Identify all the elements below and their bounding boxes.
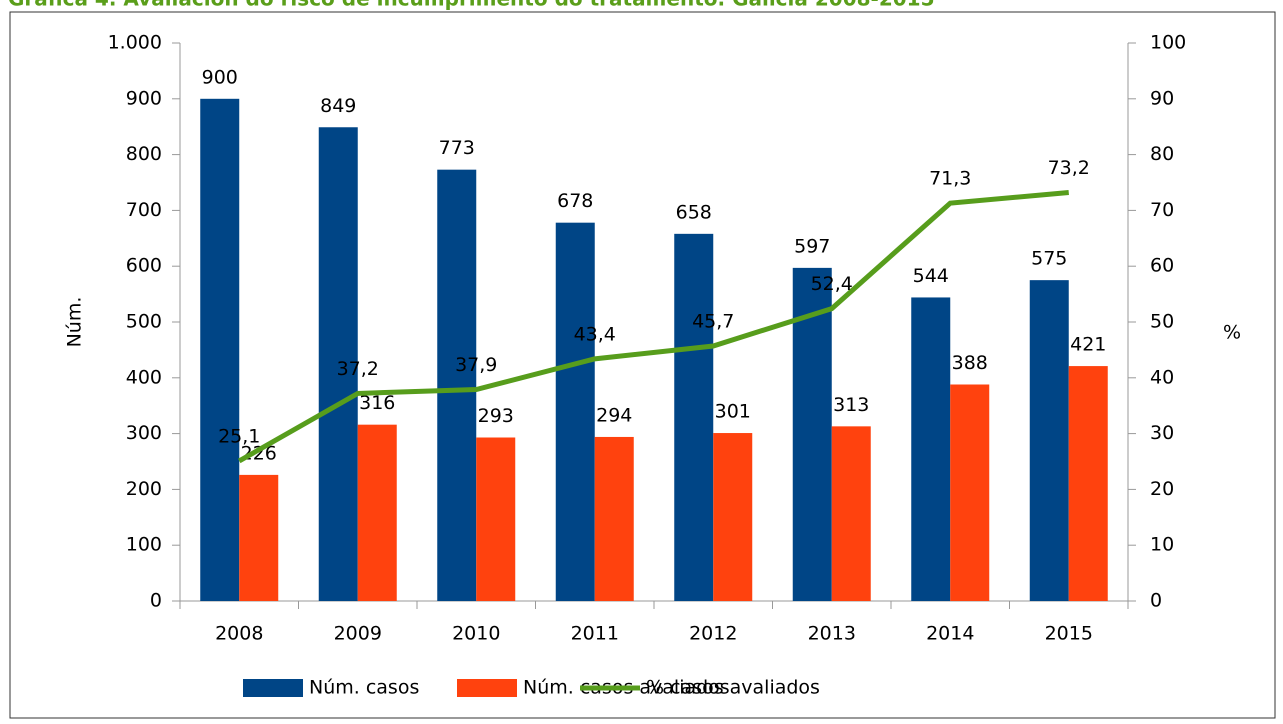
bar-value-label: 900	[202, 66, 238, 88]
x-tick-label: 2010	[452, 623, 500, 645]
y-tick-label: 0	[150, 590, 162, 612]
bar-value-label: 313	[833, 394, 869, 416]
bar	[1029, 280, 1069, 601]
bar-value-label: 849	[320, 95, 356, 117]
bar	[357, 424, 397, 601]
y-tick-label: 900	[126, 87, 162, 109]
bar	[555, 222, 595, 601]
line-value-label: 45,7	[692, 310, 734, 332]
bar	[911, 297, 951, 601]
legend-label: Núm. casos	[309, 677, 419, 699]
y-tick-label: 200	[126, 478, 162, 500]
y-tick-label: 500	[126, 311, 162, 333]
y2-tick-label: 100	[1150, 32, 1186, 54]
y2-tick-label: 40	[1150, 366, 1174, 388]
bar-value-label: 658	[676, 201, 712, 223]
y-tick-label: 1.000	[108, 32, 162, 54]
chart-title: Gráfica 4. Avaliación do risco de incump…	[8, 0, 934, 11]
x-tick-label: 2011	[571, 623, 619, 645]
bar	[674, 233, 714, 601]
bar	[476, 437, 516, 601]
bar	[831, 426, 871, 601]
y-tick-label: 100	[126, 534, 162, 556]
bar	[950, 384, 990, 601]
y2-tick-label: 50	[1150, 311, 1174, 333]
bar-value-label: 316	[359, 392, 395, 414]
y2-tick-label: 70	[1150, 199, 1174, 221]
bar-value-label: 293	[478, 405, 514, 427]
y-tick-label: 800	[126, 143, 162, 165]
bar-value-label: 678	[557, 190, 593, 212]
x-tick-label: 2014	[926, 623, 974, 645]
line	[238, 190, 1069, 464]
bar	[713, 433, 753, 601]
y2-tick-label: 60	[1150, 255, 1174, 277]
bar-value-label: 421	[1070, 334, 1106, 356]
line-value-label: 25,1	[218, 425, 260, 447]
bar-value-label: 301	[715, 401, 751, 423]
y-axis-label: Núm.	[64, 297, 86, 348]
chart-frame	[9, 11, 1276, 719]
x-tick-label: 2012	[689, 623, 737, 645]
bar-value-label: 597	[794, 235, 830, 257]
line-value-label: 71,3	[929, 168, 971, 190]
bar-value-label: 388	[952, 352, 988, 374]
y-tick-label: 400	[126, 366, 162, 388]
x-tick-label: 2008	[215, 623, 263, 645]
legend-swatch	[457, 679, 517, 697]
bar-value-label: 544	[913, 265, 949, 287]
x-tick-label: 2009	[334, 623, 382, 645]
bar	[792, 267, 832, 601]
y2-axis-label: %	[1223, 322, 1241, 344]
bar	[239, 474, 279, 601]
x-tick-label: 2015	[1045, 623, 1093, 645]
line-value-label: 37,2	[337, 358, 379, 380]
y-tick-label: 700	[126, 199, 162, 221]
y2-tick-label: 90	[1150, 87, 1174, 109]
bar-value-label: 226	[241, 442, 277, 464]
line-value-label: 52,4	[811, 273, 853, 295]
bar	[594, 436, 634, 601]
y2-tick-label: 0	[1150, 590, 1162, 612]
line-value-label: 37,9	[455, 354, 497, 376]
bar-value-label: 773	[439, 137, 475, 159]
line-value-label: 43,4	[574, 323, 616, 345]
y2-tick-label: 30	[1150, 422, 1174, 444]
legend-label: % casos avaliados	[646, 677, 820, 699]
x-tick-label: 2013	[808, 623, 856, 645]
y2-tick-label: 80	[1150, 143, 1174, 165]
y-tick-label: 600	[126, 255, 162, 277]
bar	[200, 98, 240, 602]
y2-tick-label: 20	[1150, 478, 1174, 500]
y-tick-label: 300	[126, 422, 162, 444]
bar	[1068, 366, 1108, 601]
line-value-label: 73,2	[1048, 157, 1090, 179]
bar	[437, 169, 477, 601]
bar-value-label: 294	[596, 404, 632, 426]
bar-value-label: 575	[1031, 248, 1067, 270]
bar	[318, 127, 358, 602]
legend-swatch	[243, 679, 303, 697]
y2-tick-label: 10	[1150, 534, 1174, 556]
